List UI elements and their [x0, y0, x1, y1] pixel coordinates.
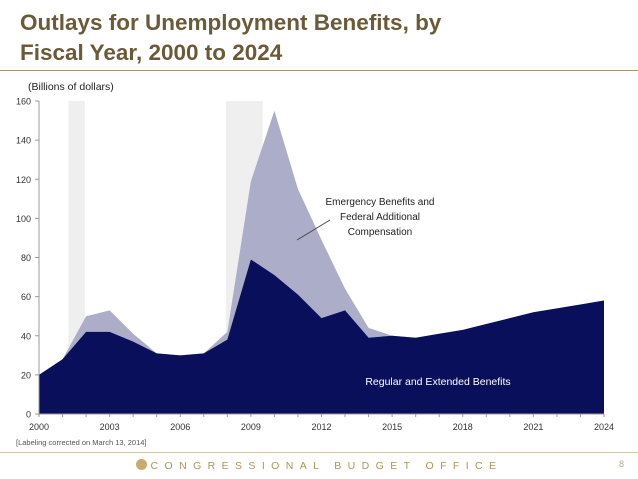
regular-benefits-label: Regular and Extended Benefits [365, 376, 510, 388]
x-tick-label: 2024 [594, 422, 614, 432]
emergency-label-line-3: Compensation [348, 227, 412, 238]
x-tick-label: 2000 [29, 422, 49, 432]
y-tick-label: 160 [16, 97, 31, 107]
footer-divider [0, 452, 638, 453]
y-axis-unit-label: (Billions of dollars) [28, 81, 114, 93]
y-tick-label: 80 [21, 253, 31, 263]
page-title: Outlays for Unemployment Benefits, by Fi… [20, 8, 540, 68]
emergency-label-line-2: Federal Additional [340, 212, 420, 223]
title-line-2: Fiscal Year, 2000 to 2024 [20, 40, 283, 65]
emergency-label-line-1: Emergency Benefits and [326, 197, 435, 208]
emergency-label-leader [296, 219, 331, 241]
cbo-logo-icon [135, 459, 147, 470]
y-tick-label: 0 [26, 410, 31, 420]
area-layers [39, 110, 604, 414]
y-tick-label: 100 [16, 214, 31, 224]
axes: 0 20 40 60 80 100 120 140 160 2000 2003 2006 2009 201… [16, 97, 614, 433]
labeling-footnote: [Labeling corrected on March 13, 2014] [16, 438, 147, 447]
x-tick-label: 2009 [241, 422, 261, 432]
page-number: 8 [618, 459, 624, 469]
x-tick-label: 2018 [453, 422, 473, 432]
y-tick-label: 140 [16, 136, 31, 146]
x-tick-label: 2015 [382, 422, 402, 432]
y-tick-label: 20 [21, 370, 31, 380]
outlays-area-chart: (Billions of dollars) 0 20 40 60 80 100 120 140… [16, 81, 614, 433]
title-line-1: Outlays for Unemployment Benefits, by [20, 10, 442, 35]
y-tick-label: 40 [21, 331, 31, 341]
x-tick-label: 2021 [523, 422, 543, 432]
y-tick-label: 60 [21, 292, 31, 302]
annotations: Emergency Benefits and Federal Additional… [296, 197, 511, 388]
footer-org-name: CONGRESSIONAL BUDGET OFFICE [150, 460, 503, 472]
title-divider [0, 70, 638, 71]
y-tick-label: 120 [16, 175, 31, 185]
regular-benefits-area [39, 259, 604, 414]
x-tick-label: 2003 [100, 422, 120, 432]
x-tick-label: 2012 [311, 422, 331, 432]
footer-bar: CONGRESSIONAL BUDGET OFFICE [0, 459, 638, 472]
x-tick-label: 2006 [170, 422, 190, 432]
